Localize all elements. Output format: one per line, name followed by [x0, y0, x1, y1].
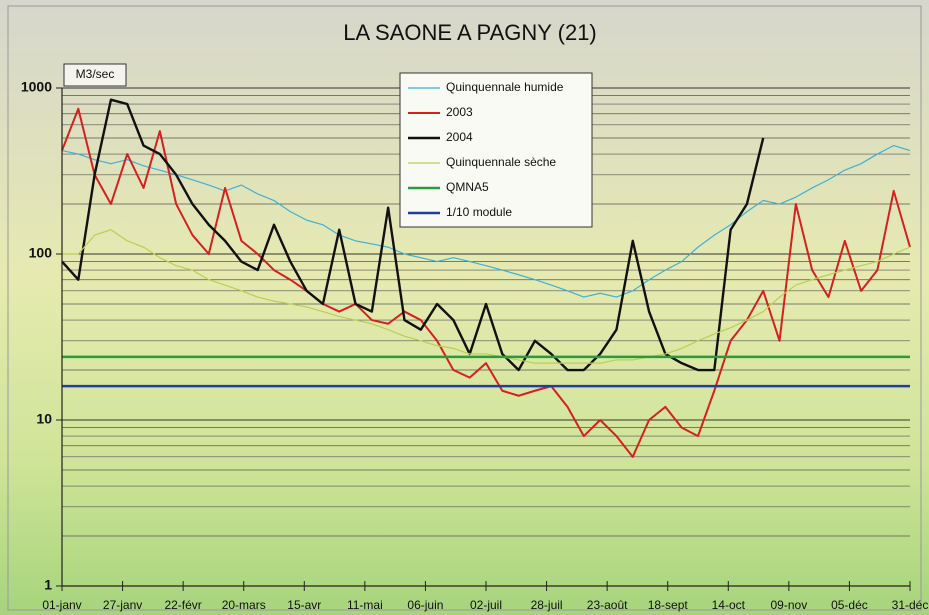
chart-title: LA SAONE A PAGNY (21)	[343, 20, 597, 45]
y-tick-label: 1	[44, 577, 52, 593]
legend-label: 2004	[446, 130, 473, 144]
x-tick-label: 14-oct	[712, 598, 746, 612]
chart-frame	[7, 5, 922, 611]
series-line	[61, 98, 765, 372]
x-tick-label: 09-nov	[771, 598, 808, 612]
x-tick-label: 28-juil	[531, 598, 563, 612]
x-tick-label: 01-janv	[42, 598, 81, 612]
unit-box	[63, 63, 127, 87]
x-tick-label: 06-juin	[407, 598, 443, 612]
legend: Quinquennale humide 2003 2004 Quinquennale …	[399, 72, 593, 228]
x-tick-label: 15-avr	[287, 598, 321, 612]
legend-box	[399, 72, 593, 228]
legend-label: Quinquennale humide	[446, 80, 564, 94]
x-tick-label: 18-sept	[648, 598, 689, 612]
plot-lines	[61, 98, 911, 458]
x-tick-label: 02-juil	[470, 598, 502, 612]
axes: 1 10 100 1000 01-janv 27-janv 22-févr 20-mars 15…	[21, 79, 929, 612]
x-tick-label: 23-août	[587, 598, 628, 612]
legend-label: 1/10 module	[446, 205, 512, 219]
series-line	[62, 229, 911, 364]
y-axis-label: M3/sec	[76, 67, 115, 81]
legend-label: Quinquennale sèche	[446, 155, 556, 169]
series-line	[61, 144, 911, 298]
x-tick-label: 27-janv	[103, 598, 142, 612]
y-tick-label: 1000	[21, 79, 52, 95]
x-tick-label: 22-févr	[164, 598, 201, 612]
x-tick-label: 20-mars	[222, 598, 266, 612]
legend-label: QMNA5	[446, 180, 489, 194]
x-tick-label: 31-déc	[892, 598, 929, 612]
x-tick-label: 11-mai	[347, 598, 383, 612]
y-tick-label: 100	[29, 245, 53, 261]
legend-label: 2003	[446, 105, 473, 119]
x-tick-label: 05-déc	[831, 598, 868, 612]
y-tick-label: 10	[36, 411, 52, 427]
